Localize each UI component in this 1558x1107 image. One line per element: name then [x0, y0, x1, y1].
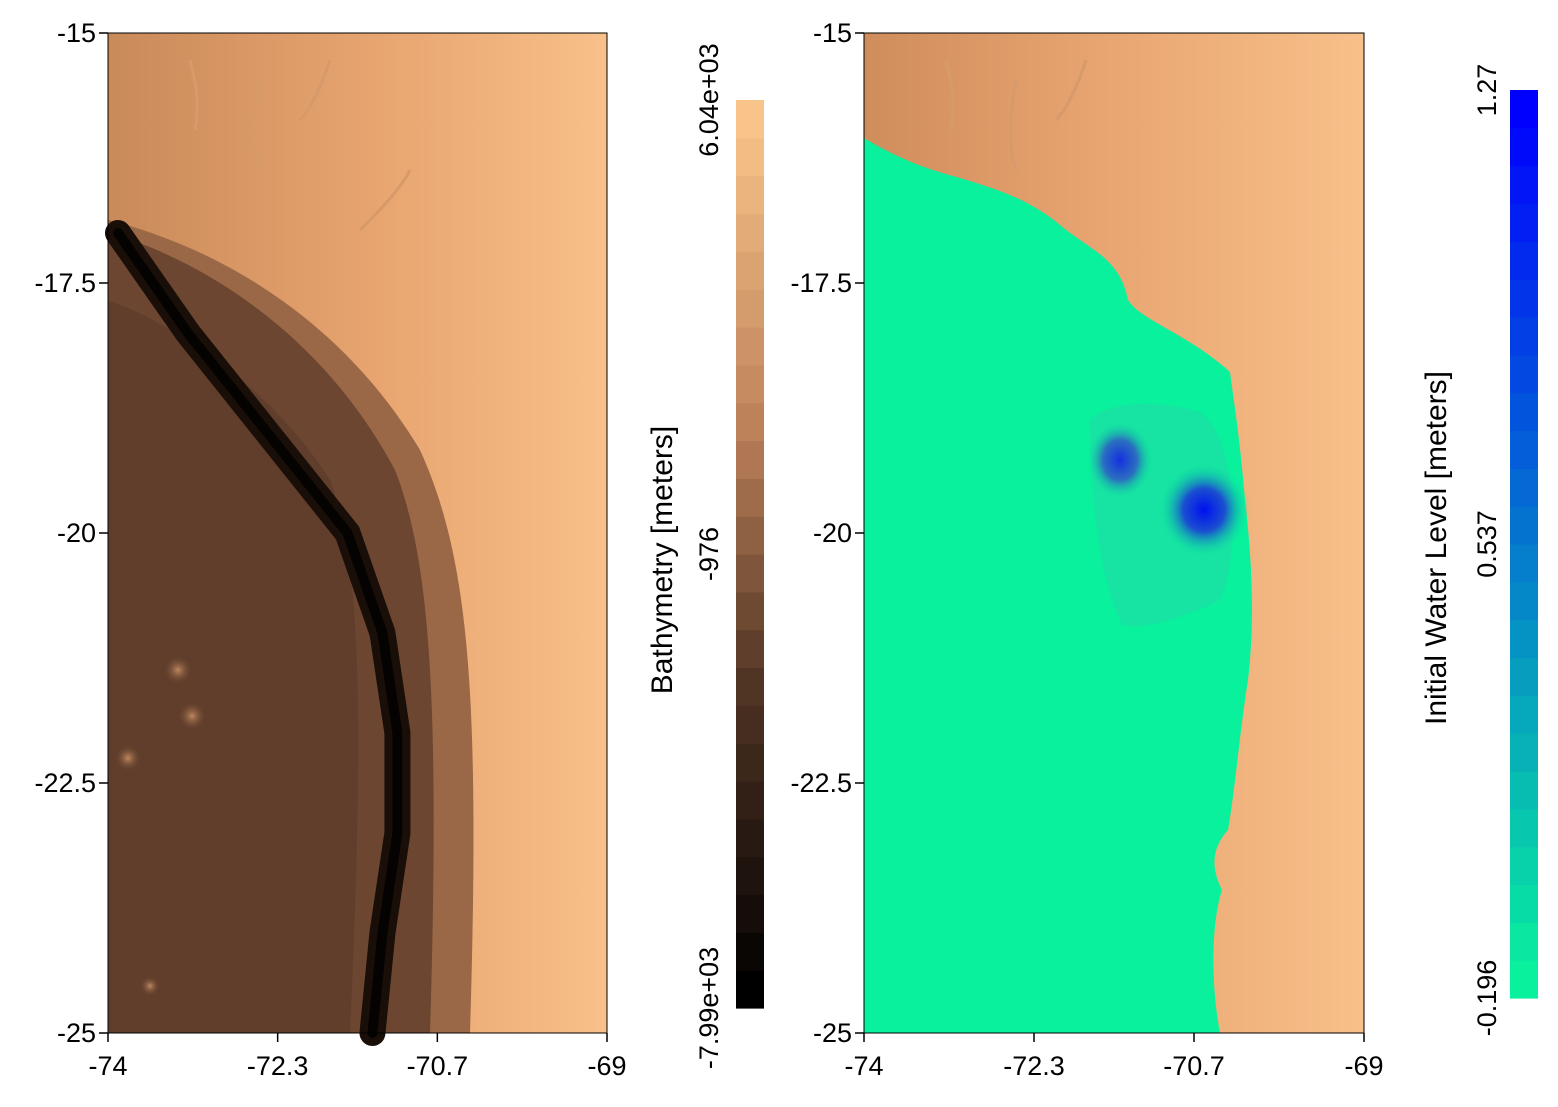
colorbar-segment: [736, 743, 764, 782]
andes-drainage: [188, 59, 412, 232]
colorbar-segment: [1510, 354, 1538, 394]
y-tick-label: -22.5: [790, 768, 852, 798]
colorbar-segment: [736, 402, 764, 442]
seamount: [140, 976, 160, 996]
colorbar-segment: [736, 970, 764, 1009]
peak-secondary: [1086, 420, 1154, 500]
y-tick-label: -20: [57, 518, 96, 548]
x-tick-label: -70.7: [1163, 1051, 1225, 1081]
y-tick-label: -15: [57, 18, 96, 48]
colorbar-segment: [736, 478, 764, 517]
colorbar-segment: [1510, 430, 1538, 469]
andes-drainage: [944, 59, 1088, 171]
seamount: [115, 745, 141, 771]
colorbar-tick-label: -7.99e+03: [694, 947, 724, 1069]
x-tick-label: -72.3: [1003, 1051, 1065, 1081]
colorbar-segment: [1510, 90, 1538, 129]
water-level-colorbar-label: Initial Water Level [meters]: [1420, 371, 1453, 725]
colorbar-tick-label: 0.537: [1472, 510, 1502, 578]
water-level-colorbar: 1.27 0.537 -0.196: [1472, 64, 1538, 1037]
colorbar-segment: [1510, 468, 1538, 507]
water-level-panel: [863, 32, 1365, 1034]
seamount: [164, 656, 192, 684]
x-tick-label: -69: [587, 1051, 626, 1081]
y-tick-label: -25: [57, 1018, 96, 1048]
colorbar-segment: [1510, 392, 1538, 432]
colorbar-segment: [1510, 203, 1538, 242]
x-tick-label: -69: [1344, 1051, 1383, 1081]
colorbar-segment: [1510, 733, 1538, 772]
colorbar-segment: [736, 932, 764, 971]
y-tick-label: -25: [813, 1018, 852, 1048]
colorbar-segment: [736, 364, 764, 404]
colorbar-segment: [1510, 581, 1538, 621]
colorbar-segment: [736, 667, 764, 706]
colorbar-segment: [1510, 960, 1538, 999]
bathymetry-panel: [104, 32, 608, 1046]
colorbar-segment: [1510, 317, 1538, 356]
sea-region: [864, 138, 1252, 1033]
colorbar-segment: [1510, 884, 1538, 923]
y-tick-label: -22.5: [34, 768, 96, 798]
colorbar-tick-label: 6.04e+03: [694, 43, 724, 156]
colorbar-tick-label: 1.27: [1472, 64, 1502, 117]
colorbar-segment: [736, 591, 764, 631]
colorbar-segment: [1510, 279, 1538, 318]
colorbar-segment: [1510, 922, 1538, 961]
x-tick-label: -74: [844, 1051, 883, 1081]
colorbar-segment: [736, 516, 764, 555]
colorbar-segment: [736, 213, 764, 252]
x-tick-label: -70.7: [407, 1051, 469, 1081]
colorbar-segment: [1510, 808, 1538, 848]
colorbar-segment: [1510, 846, 1538, 886]
colorbar-segment: [736, 327, 764, 366]
colorbar-segment: [736, 554, 764, 593]
y-tick-label: -17.5: [34, 268, 96, 298]
colorbar-segment: [736, 894, 764, 933]
x-tick-label: -72.3: [247, 1051, 309, 1081]
colorbar-segment: [736, 818, 764, 858]
colorbar-segment: [736, 705, 764, 744]
colorbar-segment: [736, 251, 764, 290]
colorbar-segment: [1510, 619, 1538, 659]
colorbar-tick-label: -976: [694, 527, 724, 581]
seamount: [178, 702, 206, 730]
colorbar-segment: [736, 856, 764, 896]
colorbar-tick-label: -0.196: [1472, 960, 1502, 1037]
colorbar-segment: [1510, 506, 1538, 545]
colorbar-segment: [736, 137, 764, 177]
colorbar-segment: [736, 781, 764, 820]
colorbar-segment: [1510, 657, 1538, 696]
x-tick-label: -74: [88, 1051, 127, 1081]
colorbar-segment: [736, 175, 764, 215]
colorbar-segment: [1510, 695, 1538, 734]
colorbar-segment: [1510, 771, 1538, 810]
peak-primary: [1158, 462, 1250, 558]
trench-core: [112, 228, 403, 1038]
colorbar-segment: [736, 100, 764, 139]
colorbar-segment: [736, 629, 764, 669]
y-tick-label: -20: [813, 518, 852, 548]
colorbar-segment: [736, 289, 764, 328]
colorbar-segment: [1510, 544, 1538, 583]
y-tick-label: -15: [813, 18, 852, 48]
colorbar-segment: [736, 440, 764, 479]
bathymetry-colorbar: 6.04e+03 -976 -7.99e+03: [694, 43, 764, 1069]
bathymetry-axes: -74 -72.3 -70.7 -69 -15 -17.5 -20 -22.5 -25: [34, 18, 626, 1081]
bathymetry-colorbar-label: Bathymetry [meters]: [646, 426, 679, 694]
y-tick-label: -17.5: [790, 268, 852, 298]
colorbar-segment: [1510, 127, 1538, 167]
water-level-axes: -74 -72.3 -70.7 -69 -15 -17.5 -20 -22.5 -25: [790, 18, 1383, 1081]
colorbar-segment: [1510, 165, 1538, 205]
colorbar-segment: [1510, 241, 1538, 280]
